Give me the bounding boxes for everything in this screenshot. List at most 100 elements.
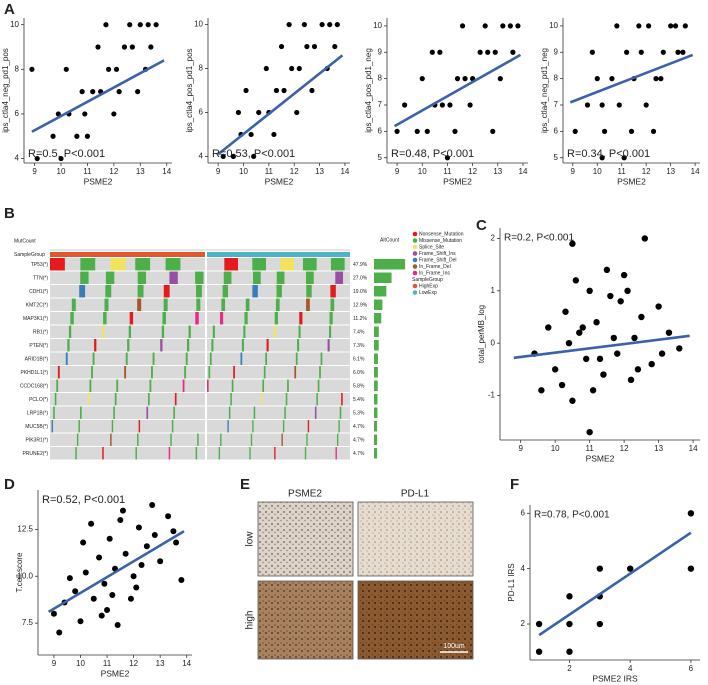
point	[596, 355, 604, 363]
point	[88, 520, 95, 527]
group-bar	[50, 252, 205, 257]
x-tick-label: 11	[618, 167, 627, 176]
point	[103, 22, 109, 28]
mutation-cell	[282, 420, 285, 433]
legend-swatch	[412, 290, 418, 295]
legend-label: Missense_Mutation	[419, 238, 462, 244]
point	[286, 21, 292, 28]
point	[50, 133, 56, 139]
point	[98, 612, 105, 619]
point	[617, 298, 624, 305]
annotation: R=0.5, P<0.001	[28, 148, 105, 160]
point	[95, 44, 101, 50]
point	[586, 287, 593, 295]
point	[610, 334, 617, 342]
point	[490, 128, 496, 134]
percent-label: 12.9%	[353, 303, 368, 309]
alt-count-bar	[374, 434, 378, 445]
y-tick-label: 5	[554, 153, 559, 162]
gene-label: PCLO(*)	[29, 397, 48, 403]
mutation-cell	[168, 447, 171, 460]
point	[566, 648, 573, 655]
mutation-cell	[65, 352, 68, 365]
legend-label: Frame_Shift_Del	[419, 257, 457, 263]
mutation-cell	[161, 325, 165, 338]
mutation-cell	[188, 325, 191, 338]
point	[96, 554, 103, 561]
point	[273, 87, 280, 94]
mutation-cell	[243, 325, 246, 338]
point	[72, 588, 79, 595]
mutation-cell	[252, 285, 258, 298]
mutation-cell	[294, 366, 297, 379]
mutation-cell	[116, 379, 119, 392]
y-tick-label: 10	[10, 20, 19, 29]
point	[676, 345, 683, 352]
point	[569, 397, 576, 404]
point	[173, 539, 180, 546]
annotation: R=0.52, P<0.001	[42, 494, 125, 506]
x-axis-label: PSME2	[586, 453, 615, 463]
y-tick-label: 8	[554, 74, 559, 83]
point	[566, 620, 573, 628]
mutation-cell	[125, 352, 128, 365]
annotation: R=0.48, P<0.001	[391, 148, 474, 160]
matrix-background	[50, 393, 205, 406]
x-tick-label: 11	[103, 659, 112, 668]
point	[687, 565, 695, 572]
x-tick-label: 13	[156, 659, 165, 668]
mutation-cell	[231, 379, 234, 392]
point	[646, 23, 652, 29]
point	[109, 592, 116, 598]
alt-count-bar	[374, 394, 378, 405]
percent-label: 4.7%	[353, 451, 365, 457]
point	[29, 66, 35, 72]
mutation-cell	[151, 366, 153, 379]
x-tick-label: 11	[443, 167, 452, 176]
mutation-cell	[50, 258, 65, 271]
gene-label: MUC5B(*)	[25, 424, 48, 430]
x-tick-label: 14	[182, 659, 191, 668]
mutation-cell	[103, 312, 107, 325]
mutation-cell	[250, 433, 253, 446]
point	[609, 76, 615, 82]
mutation-cell	[165, 258, 181, 271]
point	[579, 324, 586, 331]
alt-count-bar	[374, 407, 378, 418]
x-tick-label: 14	[519, 167, 528, 176]
y-tick-label: 9	[378, 47, 383, 56]
point	[170, 528, 177, 535]
point	[135, 524, 142, 531]
point	[334, 21, 340, 28]
mutation-cell	[314, 406, 317, 419]
point	[482, 23, 488, 29]
point	[658, 76, 664, 82]
mutation-cell	[329, 325, 332, 338]
point	[414, 128, 420, 134]
point	[569, 240, 576, 247]
point	[492, 49, 498, 55]
legend-label: Splice_Site	[419, 244, 444, 250]
mutation-cell	[70, 312, 74, 325]
alt-count-bar	[374, 272, 392, 283]
point	[601, 128, 608, 134]
x-axis-label: PSME2	[617, 176, 646, 186]
point	[111, 111, 117, 117]
y-tick-label: 5	[378, 153, 383, 162]
mutation-cell	[284, 406, 286, 419]
point	[55, 111, 61, 117]
gene-label: PTEN(*)	[29, 343, 48, 349]
gene-label: KMT2C(*)	[26, 303, 49, 309]
x-tick-label: 13	[315, 167, 324, 176]
column-label: PD-L1	[401, 489, 430, 500]
point	[157, 558, 164, 565]
y-tick-label: 4	[15, 154, 20, 163]
mutation-cell	[307, 420, 310, 433]
x-tick-label: 12	[468, 167, 477, 176]
x-tick-label: 12	[109, 167, 118, 176]
legend-label: LowExp	[419, 290, 437, 296]
mutation-cell	[67, 339, 70, 352]
point	[74, 133, 80, 139]
point	[515, 23, 521, 29]
mutation-cell	[80, 258, 96, 271]
